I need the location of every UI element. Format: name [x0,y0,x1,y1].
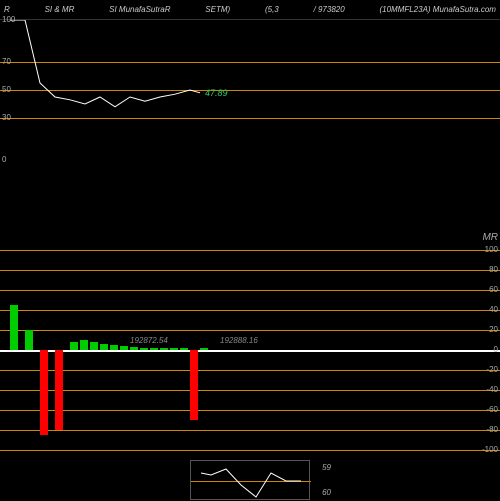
hdr-3: SI MunafaSutraR [109,5,170,14]
rsi-value: 47.89 [205,88,228,98]
mr-bars [0,250,500,450]
hdr-7: (10MMFL23A) MunafaSutra.com [379,5,496,14]
hdr-4: SETM) [205,5,230,14]
mini-line [191,461,311,501]
chart-header: R SI & MR SI MunafaSutraR SETM) (5,3 / 9… [0,0,500,20]
mini-label: 59 [322,463,331,472]
hdr-2: SI & MR [45,5,75,14]
mini-label: 60 [322,488,331,497]
gridline [0,450,500,451]
hdr-5: (5,3 [265,5,279,14]
rsi-line [0,20,500,160]
hdr-1: R [4,5,10,14]
panel-title: MR [482,232,498,243]
mr-panel: -100-80-60-40-20020406080100MR192872.541… [0,250,500,450]
mini-panel: 5960 [190,460,310,500]
hdr-6: / 973820 [314,5,345,14]
rsi-panel: 030507010047.89 [0,20,500,160]
